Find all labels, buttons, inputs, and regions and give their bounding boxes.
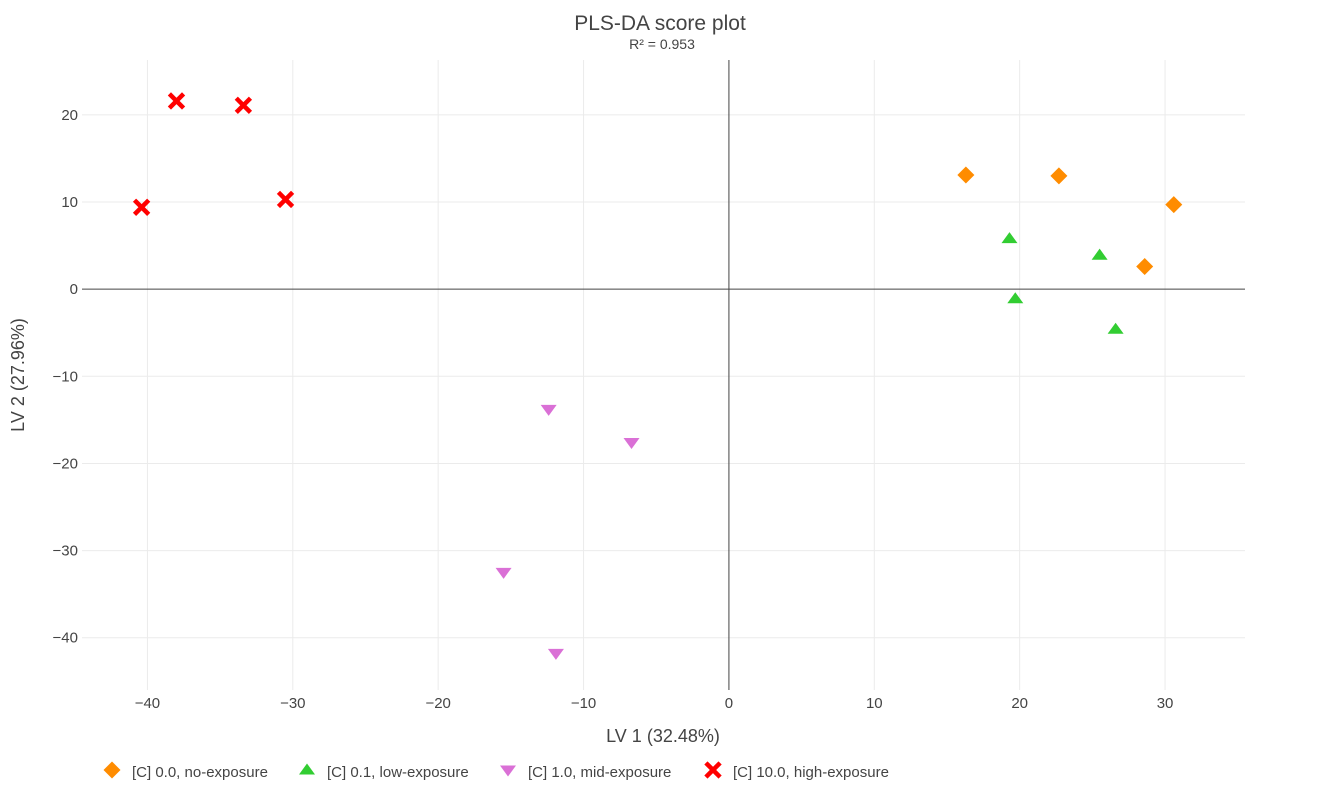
- data-point: [276, 190, 295, 209]
- data-point: [1165, 196, 1183, 214]
- y-tick-label: 20: [61, 107, 78, 124]
- legend-item: [C] 1.0, mid-exposure: [500, 764, 671, 781]
- x-tick-label: 30: [1157, 695, 1174, 712]
- chart-title: PLS-DA score plot: [574, 12, 746, 35]
- data-point: [1001, 232, 1018, 244]
- x-stroke: [132, 198, 151, 216]
- data-point: [623, 437, 640, 450]
- x-tick-label: −10: [571, 695, 596, 712]
- x-stroke: [167, 92, 186, 110]
- x-axis-label: LV 1 (32.48%): [606, 726, 720, 746]
- x-tick-label: 0: [725, 695, 733, 712]
- chart-subtitle: R² = 0.953: [629, 36, 695, 52]
- x-tick-label: −30: [280, 695, 305, 712]
- data-point: [540, 404, 557, 416]
- grid-lines: [82, 60, 1245, 690]
- legend-label: [C] 10.0, high-exposure: [733, 764, 889, 781]
- y-axis-ticks: −40 −30 −20 −10 0 10 20: [53, 107, 78, 647]
- legend-label: [C] 0.0, no-exposure: [132, 764, 268, 781]
- data-point: [1007, 292, 1024, 304]
- data-point: [1091, 248, 1108, 260]
- data-point: [495, 567, 512, 579]
- series-2: [1001, 232, 1124, 334]
- legend-label: [C] 1.0, mid-exposure: [528, 764, 671, 781]
- y-tick-label: 0: [70, 281, 78, 298]
- zero-lines: [82, 60, 1245, 690]
- legend-marker: [500, 765, 516, 777]
- series-1: [957, 166, 1183, 276]
- legend: [C] 0.0, no-exposure [C] 0.1, low-exposur…: [103, 761, 889, 781]
- legend-item: [C] 0.1, low-exposure: [299, 763, 469, 781]
- x-tick-label: 10: [866, 695, 883, 712]
- y-tick-label: −30: [53, 543, 78, 560]
- y-tick-label: −10: [53, 368, 78, 385]
- x-axis-ticks: −40 −30 −20 −10 0 10 20 30: [135, 695, 1174, 712]
- x-stroke: [234, 96, 253, 114]
- legend-item: [C] 0.0, no-exposure: [103, 761, 268, 781]
- x-tick-label: −40: [135, 695, 160, 712]
- y-tick-label: −40: [53, 630, 78, 647]
- data-point: [957, 166, 975, 184]
- legend-item: [C] 10.0, high-exposure: [704, 761, 889, 781]
- data-point: [132, 198, 151, 216]
- legend-label: [C] 0.1, low-exposure: [327, 764, 469, 781]
- data-point: [1136, 258, 1154, 276]
- x-tick-label: 20: [1011, 695, 1028, 712]
- y-tick-label: 10: [61, 194, 78, 211]
- legend-marker: [704, 761, 722, 779]
- series-3: [495, 404, 640, 660]
- data-point: [167, 92, 186, 110]
- legend-marker: [103, 761, 121, 779]
- data-point: [547, 648, 564, 660]
- data-point: [1107, 322, 1124, 334]
- series-4: [132, 92, 295, 216]
- x-stroke: [276, 190, 295, 209]
- data-point: [1050, 167, 1068, 185]
- data-points: [132, 92, 1183, 660]
- data-point: [234, 96, 253, 114]
- y-tick-label: −20: [53, 455, 78, 472]
- y-axis-label: LV 2 (27.96%): [8, 318, 28, 432]
- x-tick-label: −20: [425, 695, 450, 712]
- legend-marker: [299, 763, 315, 775]
- x-stroke: [704, 761, 722, 779]
